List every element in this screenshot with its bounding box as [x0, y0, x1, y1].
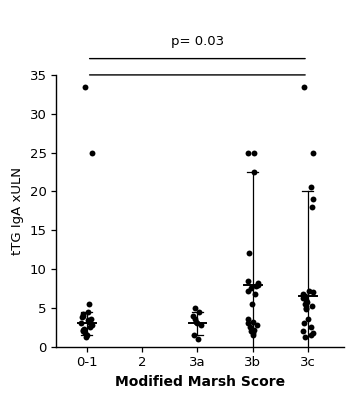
Point: [255, 281, 261, 288]
Point: [87, 301, 92, 307]
Point: [194, 320, 200, 326]
Point: [302, 293, 307, 299]
Point: [304, 304, 309, 311]
Point: [245, 149, 251, 156]
X-axis label: Modified Marsh Score: Modified Marsh Score: [115, 375, 285, 389]
Point: [88, 324, 93, 330]
Text: p= 0.03: p= 0.03: [171, 35, 224, 48]
Point: [81, 326, 87, 332]
Point: [301, 320, 307, 326]
Point: [248, 285, 253, 292]
Point: [254, 322, 260, 328]
Point: [245, 288, 251, 294]
Point: [310, 149, 316, 156]
Point: [80, 311, 86, 317]
Point: [192, 304, 198, 311]
Point: [253, 283, 259, 289]
Point: [89, 322, 95, 328]
Point: [248, 328, 253, 334]
Point: [252, 326, 257, 333]
Point: [81, 328, 86, 334]
Point: [309, 303, 315, 310]
Point: [249, 301, 255, 307]
Point: [195, 336, 200, 342]
Point: [88, 316, 94, 323]
Point: [303, 297, 309, 303]
Point: [82, 330, 87, 336]
Point: [83, 334, 89, 340]
Point: [308, 184, 314, 191]
Point: [191, 312, 196, 319]
Point: [85, 308, 91, 315]
Point: [246, 250, 252, 257]
Point: [245, 278, 251, 284]
Point: [193, 318, 199, 325]
Point: [192, 316, 198, 323]
Point: [302, 301, 308, 307]
Point: [252, 291, 257, 297]
Point: [83, 83, 88, 90]
Point: [247, 324, 253, 330]
Point: [300, 294, 306, 301]
Point: [79, 320, 84, 326]
Point: [250, 318, 256, 325]
Point: [303, 306, 308, 312]
Point: [81, 326, 86, 333]
Point: [250, 330, 256, 336]
Point: [245, 320, 250, 326]
Point: [255, 280, 261, 286]
Point: [306, 288, 312, 294]
Point: [308, 324, 314, 330]
Point: [310, 196, 316, 202]
Point: [198, 322, 203, 328]
Point: [86, 318, 92, 325]
Point: [250, 332, 256, 338]
Point: [80, 312, 86, 319]
Point: [304, 298, 310, 305]
Point: [300, 328, 306, 334]
Point: [301, 291, 306, 297]
Point: [310, 289, 316, 296]
Point: [302, 334, 307, 340]
Point: [251, 149, 257, 156]
Point: [84, 332, 90, 338]
Y-axis label: tTG IgA xULN: tTG IgA xULN: [11, 167, 24, 255]
Point: [191, 332, 197, 338]
Point: [306, 316, 311, 323]
Point: [251, 169, 257, 175]
Point: [310, 204, 315, 210]
Point: [196, 308, 201, 315]
Point: [308, 332, 314, 338]
Point: [79, 314, 85, 320]
Point: [302, 83, 307, 90]
Point: [89, 149, 95, 156]
Point: [246, 316, 251, 323]
Point: [85, 317, 91, 324]
Point: [311, 330, 316, 336]
